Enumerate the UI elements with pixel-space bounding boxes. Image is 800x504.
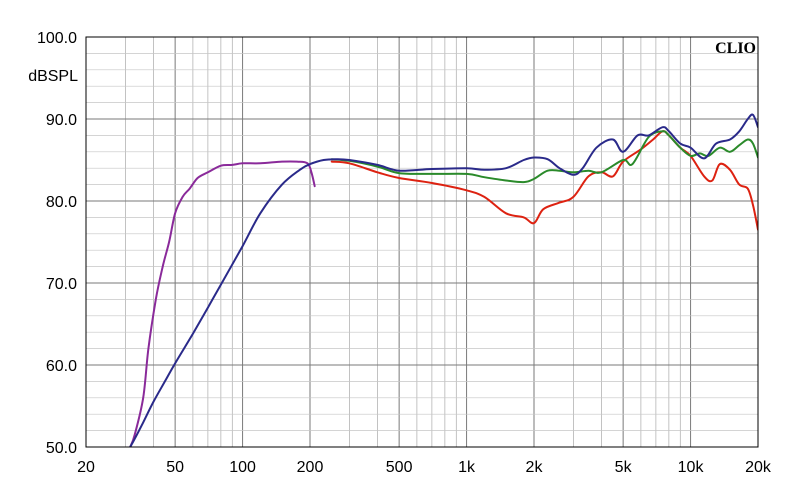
clio-brand-label: CLIO	[715, 40, 756, 57]
series-line-1	[129, 160, 316, 447]
x-tick-label: 200	[297, 459, 324, 476]
series-layer	[129, 113, 758, 447]
x-tick-label: 100	[229, 459, 256, 476]
series-line-3	[330, 130, 758, 184]
y-tick-labels: 100.0 90.0 80.0 70.0 60.0 50.0	[37, 30, 77, 457]
x-tick-labels: 20 50 100 200 500 1k 2k 5k 10k 20k	[77, 459, 772, 476]
x-tick-label: 2k	[526, 459, 544, 476]
y-tick-label: 60.0	[46, 358, 77, 375]
x-tick-label: 20k	[745, 459, 772, 476]
x-tick-label: 10k	[678, 459, 705, 476]
y-tick-label: 70.0	[46, 276, 77, 293]
y-axis-unit-label: dBSPL	[28, 68, 78, 85]
x-tick-label: 1k	[458, 459, 476, 476]
x-tick-label: 50	[166, 459, 184, 476]
x-tick-label: 20	[77, 459, 95, 476]
y-tick-label: 100.0	[37, 30, 77, 47]
grid	[86, 37, 758, 447]
x-tick-label: 5k	[615, 459, 633, 476]
plot-frame	[85, 36, 759, 448]
y-tick-label: 90.0	[46, 112, 77, 129]
series-line-2	[330, 130, 758, 231]
y-tick-label: 50.0	[46, 440, 77, 457]
x-tick-label: 500	[386, 459, 413, 476]
y-tick-label: 80.0	[46, 194, 77, 211]
series-line-4	[129, 113, 758, 447]
